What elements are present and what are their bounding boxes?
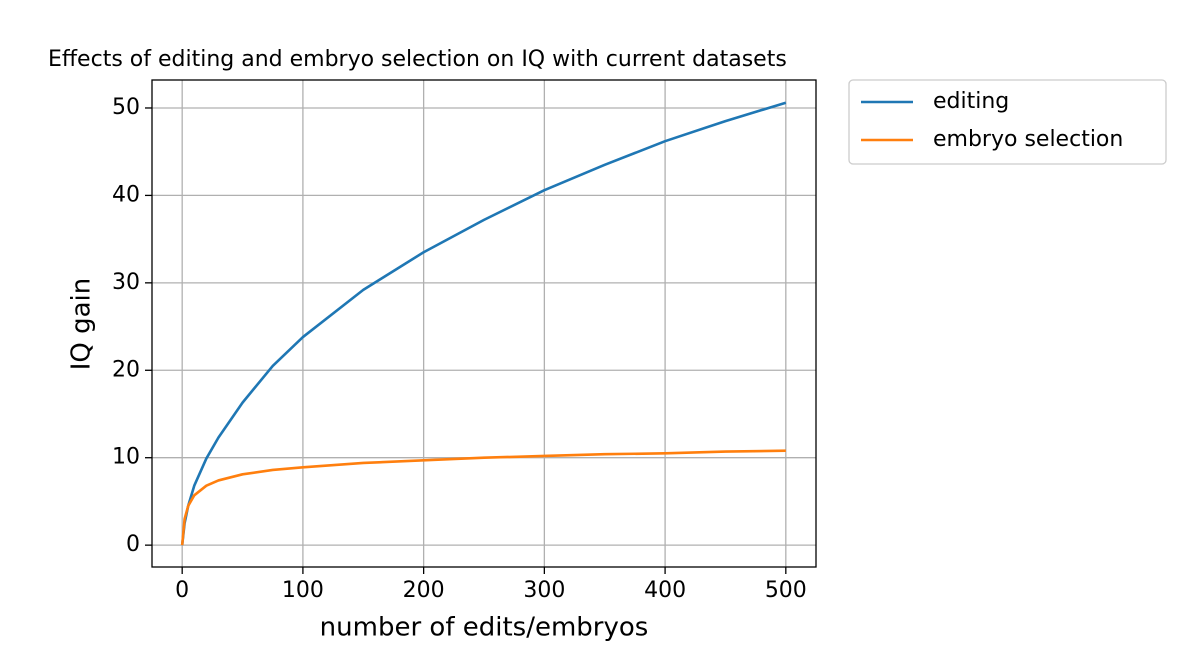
- x-axis-label: number of edits/embryos: [320, 613, 649, 643]
- legend-label: embryo selection: [933, 127, 1123, 152]
- y-axis-label: IQ gain: [67, 278, 97, 371]
- y-tick-label: 0: [126, 532, 140, 557]
- x-tick-label: 400: [644, 578, 686, 603]
- line: [180, 449, 786, 546]
- y-tick-label: 10: [112, 445, 140, 470]
- y-tick-label: 30: [112, 270, 140, 295]
- x-tick-label: 300: [523, 578, 565, 603]
- x-tick-label: 100: [282, 578, 324, 603]
- y-tick-label: 50: [112, 95, 140, 120]
- legend-label: editing: [933, 89, 1009, 114]
- line: [180, 101, 787, 546]
- x-tick-label: 500: [765, 578, 807, 603]
- chart-title: Effects of editing and embryo selection …: [48, 47, 787, 72]
- y-tick-label: 40: [112, 182, 140, 207]
- x-tick-label: 0: [175, 578, 189, 603]
- x-tick-label: 200: [403, 578, 445, 603]
- y-tick-label: 20: [112, 357, 140, 382]
- plot-frame: [151, 79, 817, 568]
- legend-box: [848, 79, 1167, 165]
